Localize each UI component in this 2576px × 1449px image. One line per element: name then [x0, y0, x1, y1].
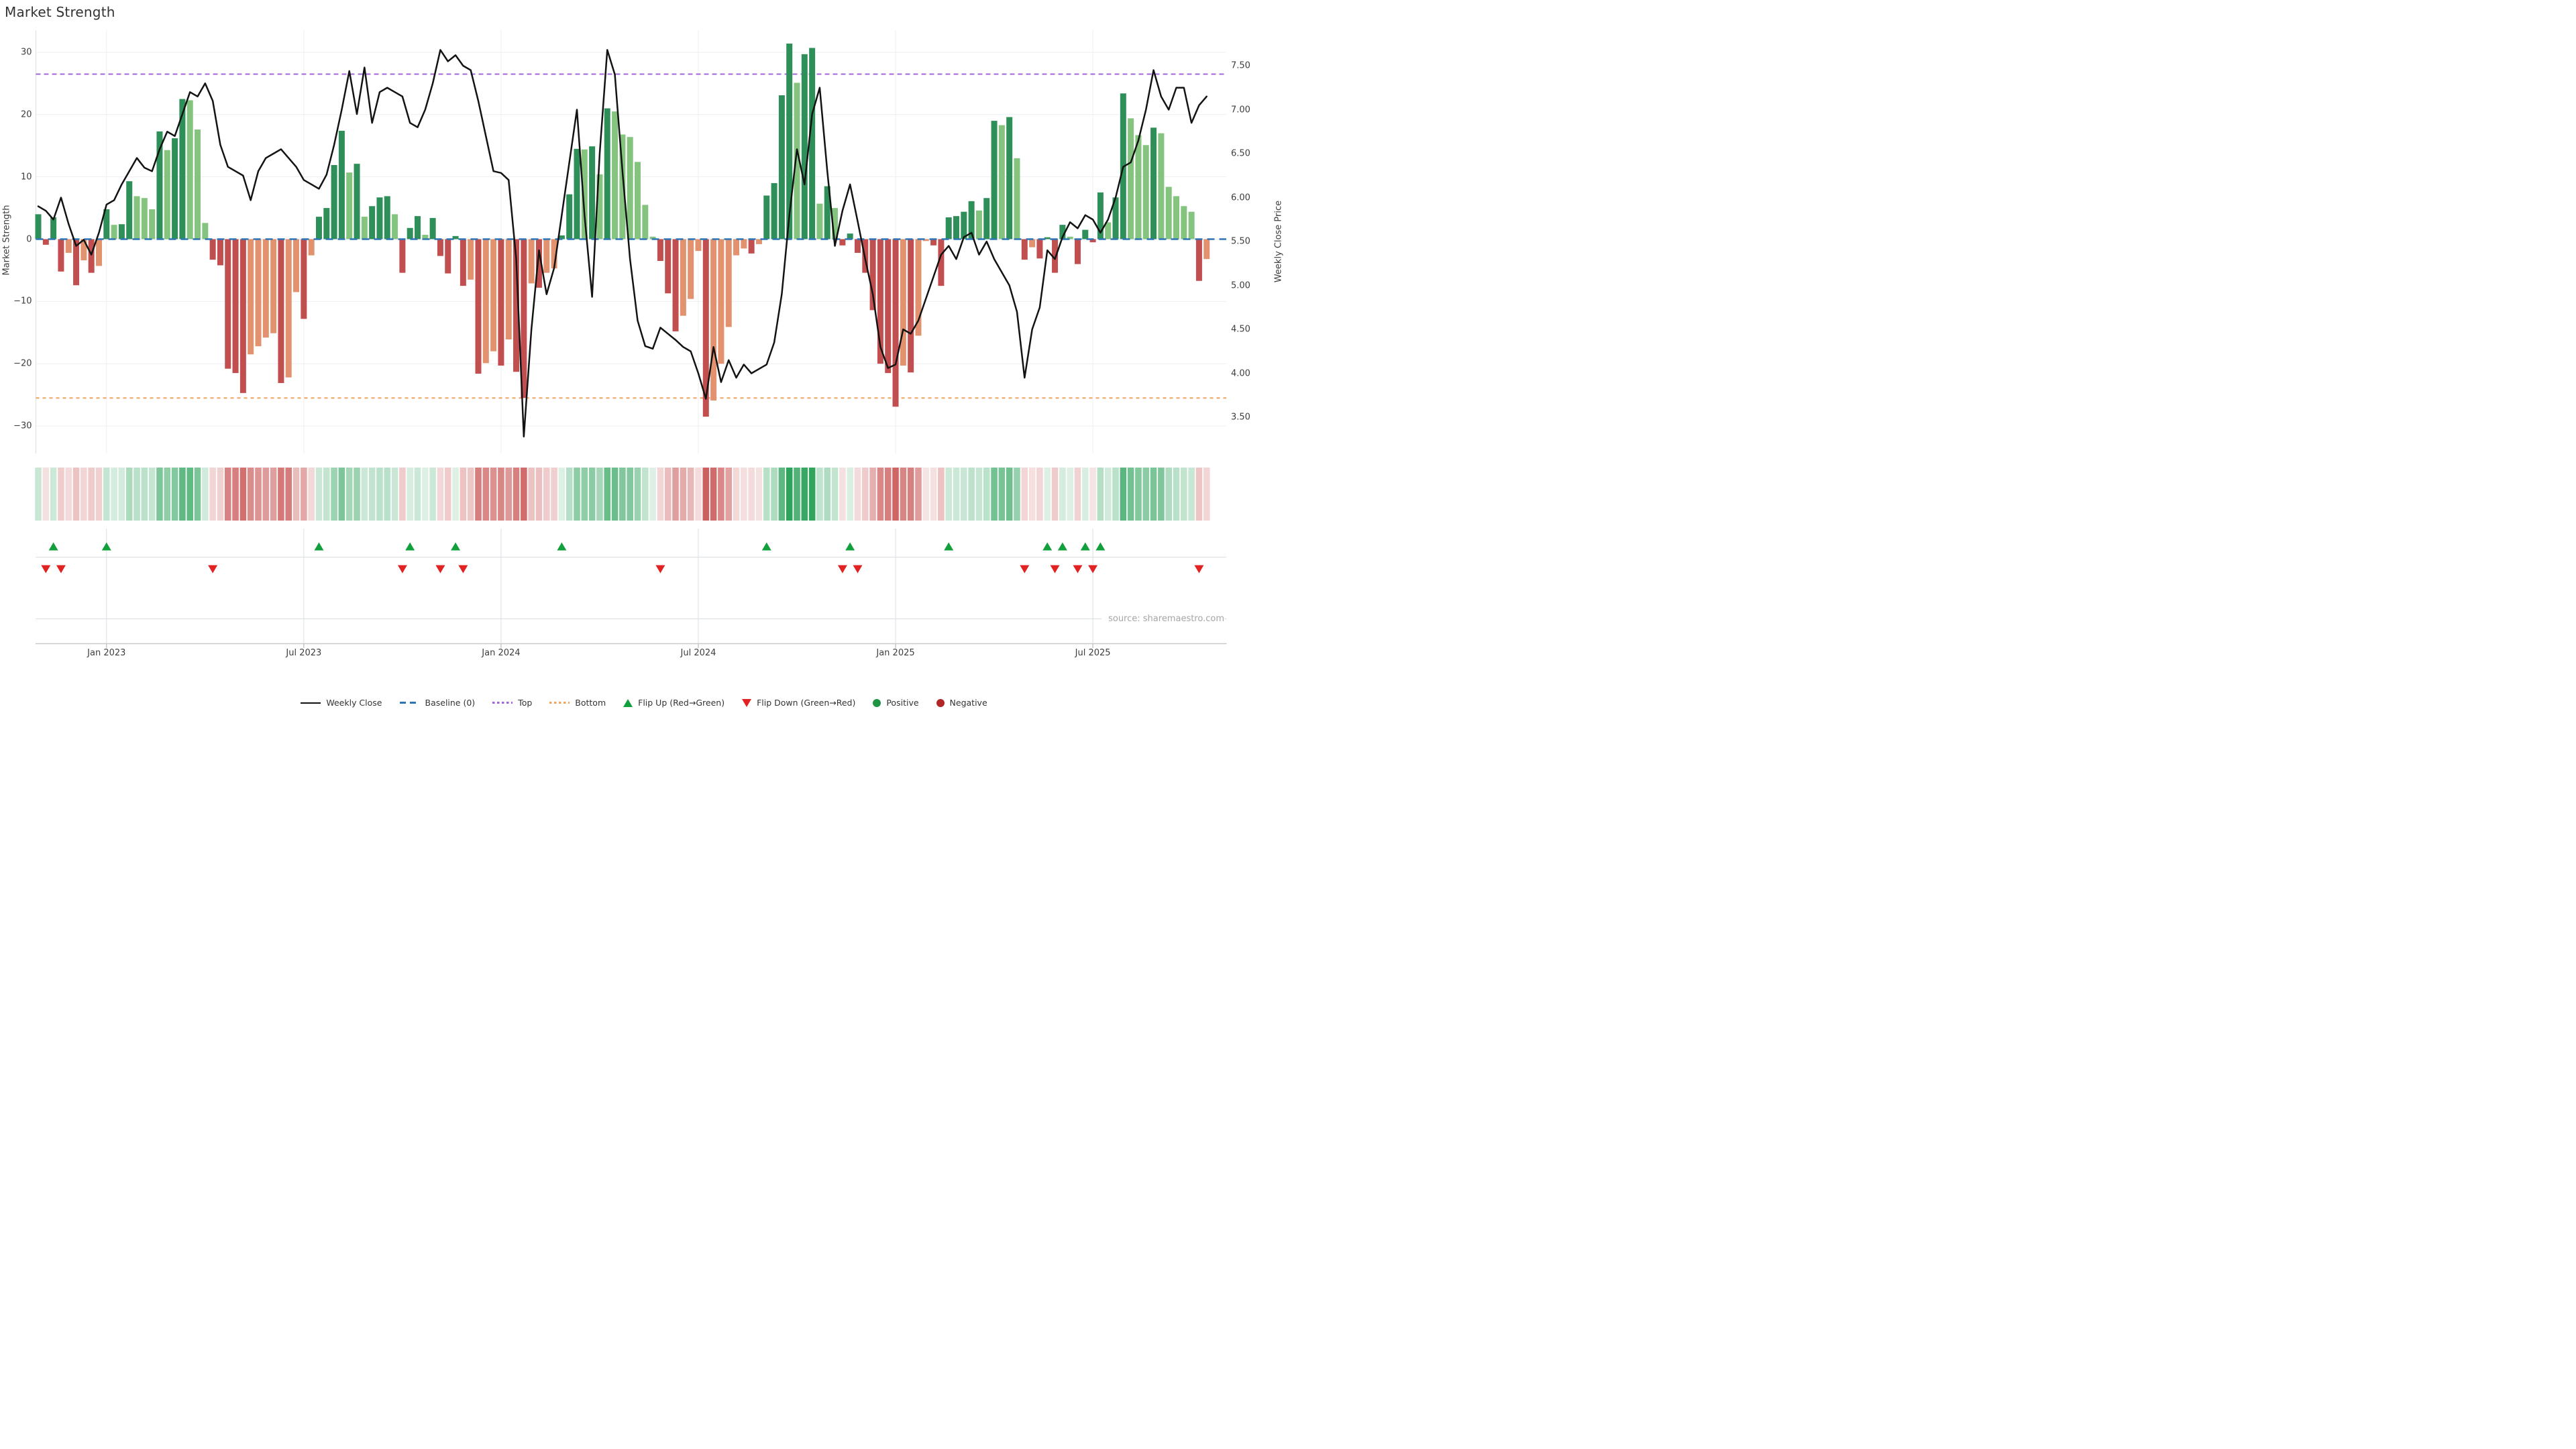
right-axis-tick-label: 4.50: [1231, 324, 1250, 335]
market-strength-chart-canvas: [0, 0, 1288, 724]
legend-dot-icon: [873, 698, 881, 707]
left-axis-tick-label: −10: [13, 296, 32, 307]
right-axis-tick-label: 7.50: [1231, 60, 1250, 71]
left-axis-tick-label: 30: [20, 47, 32, 58]
flip-up-triangle-icon: [623, 698, 633, 707]
legend-item: Negative: [936, 698, 987, 708]
x-axis-tick-label: Jan 2025: [876, 648, 915, 658]
market-strength-page: Market Strength 30 20 10 0 −10 −20 −30 7.50 7.0…: [0, 0, 1288, 724]
left-axis-tick-label: −20: [13, 358, 32, 369]
legend-dot-icon: [936, 698, 945, 707]
right-axis-tick-label: 6.50: [1231, 148, 1250, 159]
right-axis-tick-label: 7.00: [1231, 105, 1250, 115]
legend-item-label: Bottom: [575, 698, 606, 708]
page-title: Market Strength: [5, 4, 115, 20]
x-axis-tick-label: Jan 2024: [482, 648, 521, 658]
legend-item-label: Top: [518, 698, 533, 708]
left-axis-title: Market Strength: [1, 205, 12, 276]
legend-dotted-swatch: [549, 702, 570, 704]
right-axis-tick-label: 5.50: [1231, 236, 1250, 247]
x-axis-tick-label: Jul 2024: [680, 648, 716, 658]
legend-dotted-swatch: [492, 702, 513, 704]
flip-down-triangle-icon: [742, 698, 752, 707]
legend-dashed-swatch: [399, 702, 420, 704]
legend-item: Weekly Close: [301, 698, 382, 708]
legend-item: Positive: [873, 698, 919, 708]
right-axis-tick-label: 6.00: [1231, 193, 1250, 203]
legend-item: Top: [492, 698, 532, 708]
left-axis-tick-label: −30: [13, 421, 32, 431]
right-axis-title: Weekly Close Price: [1273, 200, 1284, 283]
right-axis-tick-label: 5.00: [1231, 280, 1250, 290]
legend-item-label: Weekly Close: [326, 698, 382, 708]
legend-item: Baseline (0): [399, 698, 476, 708]
source-attribution: source: sharemaestro.com: [1102, 614, 1224, 624]
legend-item: Bottom: [549, 698, 606, 708]
x-axis-tick-label: Jul 2025: [1075, 648, 1111, 658]
x-axis-tick-label: Jul 2023: [286, 648, 322, 658]
legend-item-label: Baseline (0): [425, 698, 476, 708]
legend-item-label: Negative: [949, 698, 987, 708]
x-axis-tick-label: Jan 2023: [87, 648, 126, 658]
left-axis-tick-label: 20: [20, 109, 32, 120]
right-axis-tick-label: 3.50: [1231, 412, 1250, 423]
chart-legend: Weekly Close Baseline (0) Top Bottom Flip Up…: [0, 698, 1288, 708]
legend-item: Flip Down (Green→Red): [742, 698, 855, 708]
left-axis-tick-label: 10: [20, 172, 32, 182]
left-axis-tick-label: 0: [26, 234, 32, 244]
legend-item-label: Flip Down (Green→Red): [757, 698, 856, 708]
right-axis-tick-label: 4.00: [1231, 368, 1250, 378]
legend-item: Flip Up (Red→Green): [623, 698, 724, 708]
legend-line-swatch: [301, 702, 321, 704]
legend-item-label: Flip Up (Red→Green): [638, 698, 725, 708]
legend-item-label: Positive: [886, 698, 919, 708]
